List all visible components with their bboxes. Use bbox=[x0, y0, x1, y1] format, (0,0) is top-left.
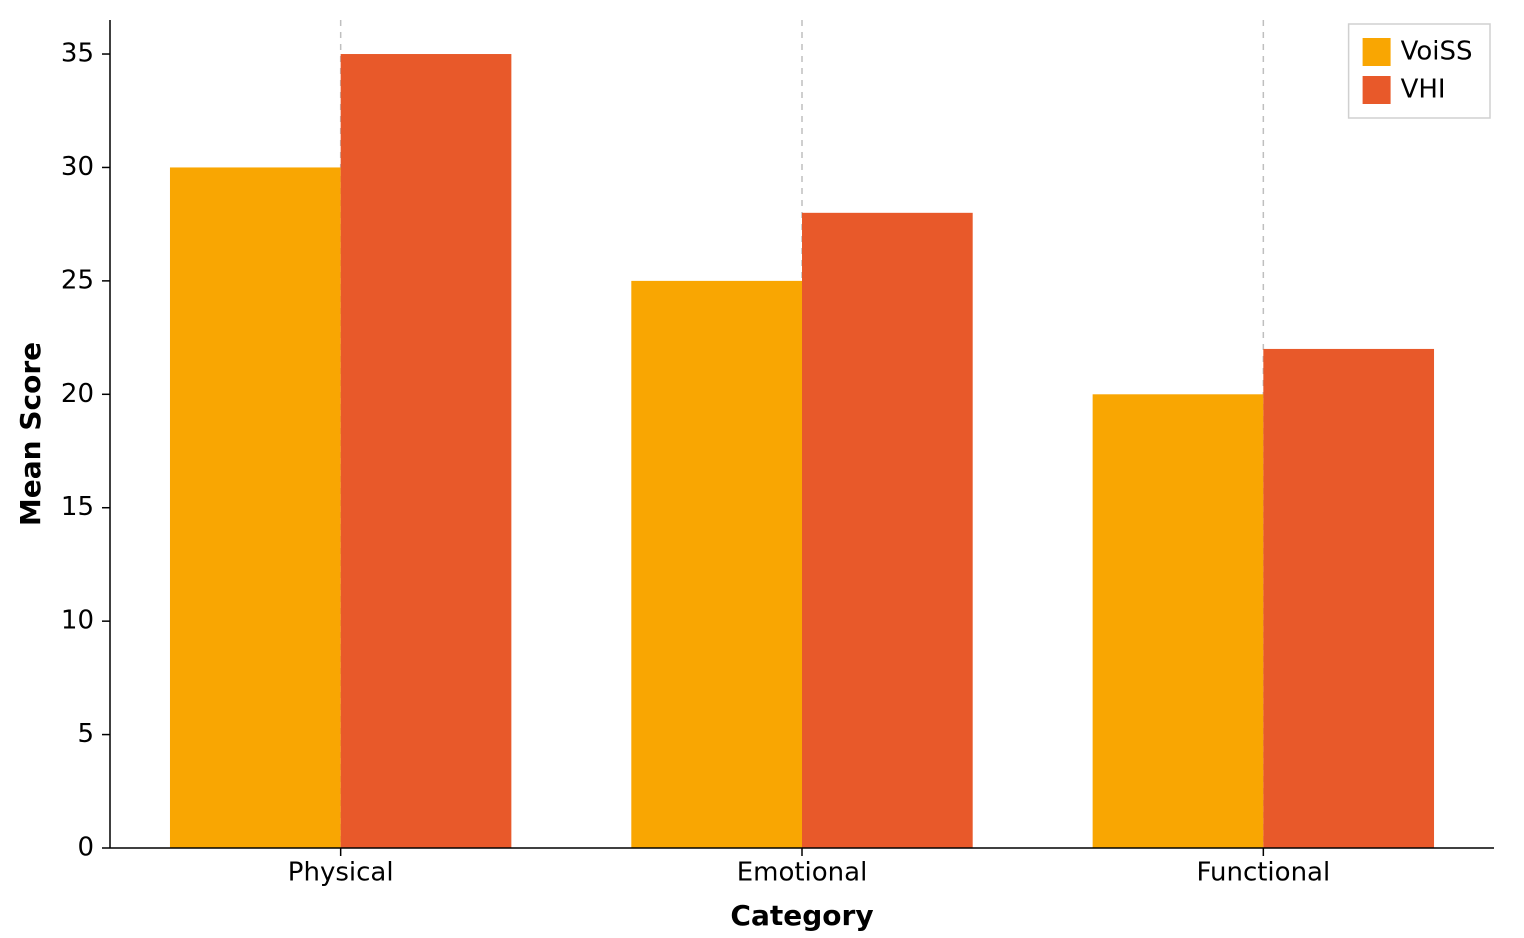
legend-label-voiss: VoiSS bbox=[1401, 37, 1473, 67]
y-tick-label: 0 bbox=[77, 833, 94, 863]
y-tick-label: 10 bbox=[61, 606, 94, 636]
x-tick-label: Emotional bbox=[737, 857, 868, 887]
bar-voiss-physical bbox=[170, 167, 341, 848]
bar-vhi-emotional bbox=[802, 213, 973, 848]
legend-swatch-vhi bbox=[1363, 76, 1391, 104]
legend-label-vhi: VHI bbox=[1401, 75, 1446, 105]
y-tick-label: 5 bbox=[77, 719, 94, 749]
x-tick-label: Physical bbox=[288, 857, 394, 887]
bar-voiss-emotional bbox=[631, 281, 802, 848]
y-tick-label: 15 bbox=[61, 492, 94, 522]
bar-voiss-functional bbox=[1093, 394, 1264, 848]
y-tick-label: 20 bbox=[61, 379, 94, 409]
y-tick-label: 35 bbox=[61, 39, 94, 69]
y-axis-label: Mean Score bbox=[14, 342, 47, 526]
bar-chart-svg: 0 5 10 15 20 25 30 35 Physical Emotional Functiona… bbox=[0, 0, 1524, 938]
legend-swatch-voiss bbox=[1363, 38, 1391, 66]
bar-vhi-physical bbox=[341, 54, 512, 848]
chart-container: 0 5 10 15 20 25 30 35 Physical Emotional Functiona… bbox=[0, 0, 1524, 938]
bar-vhi-functional bbox=[1263, 349, 1434, 848]
y-tick-label: 30 bbox=[61, 152, 94, 182]
y-tick-label: 25 bbox=[61, 265, 94, 295]
x-axis-label: Category bbox=[730, 899, 873, 932]
x-tick-label: Functional bbox=[1196, 857, 1330, 887]
